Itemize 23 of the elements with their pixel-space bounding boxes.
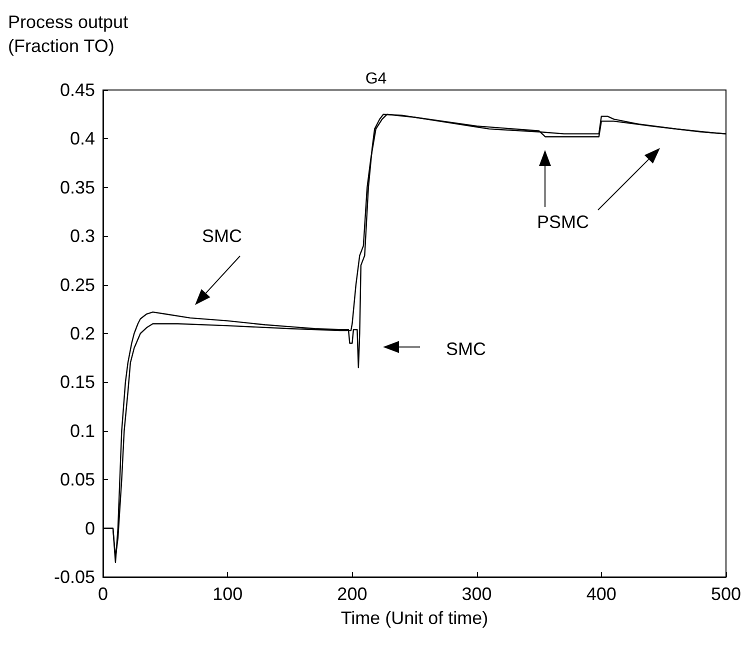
- x-tick-label: 0: [98, 584, 108, 604]
- y-axis-title: Process output (Fraction TO): [8, 12, 128, 56]
- y-tick-label: 0: [84, 518, 95, 538]
- y-tick-label: 0.1: [70, 420, 95, 441]
- y-tick-label: 0.25: [60, 274, 95, 295]
- y-tick-label: -0.05: [54, 567, 95, 587]
- y-tick-label: 0.4: [70, 128, 95, 149]
- annotation: SMC: [202, 226, 242, 246]
- x-tick-label: 300: [462, 584, 492, 604]
- y-tick-label: 0.3: [70, 226, 95, 246]
- annotation: SMC: [446, 339, 486, 359]
- chart-title: G4: [365, 70, 387, 88]
- y-tick-label: 0.15: [60, 372, 95, 392]
- x-tick-label: 400: [586, 584, 616, 604]
- x-tick-label: 500: [710, 584, 742, 604]
- y-tick-label: 0.2: [70, 324, 95, 344]
- annotation: PSMC: [536, 212, 590, 232]
- y-tick-label: 0.05: [60, 470, 95, 490]
- x-axis-title: Time (Unit of time): [340, 608, 488, 628]
- y-tick-label: 0.35: [60, 177, 95, 198]
- x-tick-label: 200: [337, 584, 368, 604]
- x-tick-label: 100: [212, 584, 243, 604]
- y-tick-label: 0.45: [60, 80, 95, 100]
